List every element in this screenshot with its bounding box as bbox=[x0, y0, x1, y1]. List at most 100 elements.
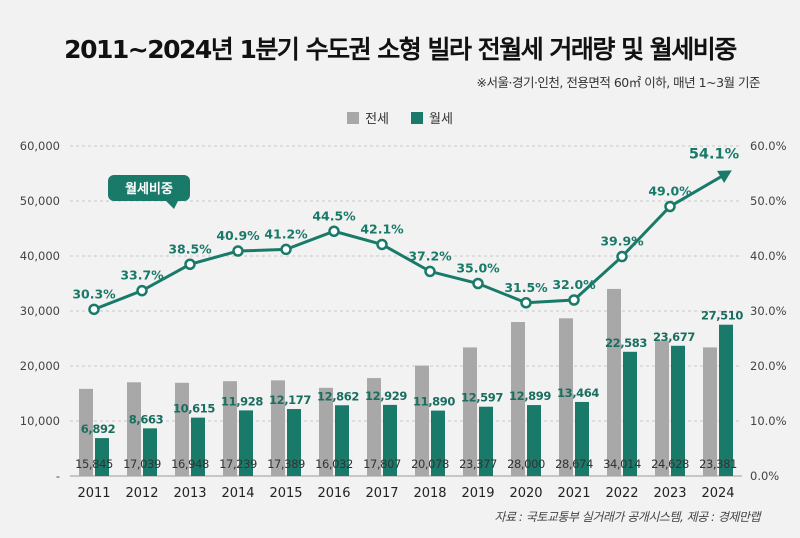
ratio-label: 38.5% bbox=[168, 241, 212, 256]
bar-jeonse bbox=[511, 322, 525, 476]
bar-jeonse bbox=[607, 288, 621, 476]
y-left-tick: 30,000 bbox=[20, 304, 60, 318]
legend-swatch-jeonse bbox=[347, 111, 360, 124]
axes: - 0.0% 10,000 10.0% 20,000 20.0% 30,000 30.0% 40… bbox=[20, 139, 787, 501]
label-jeonse: 17,807 bbox=[363, 457, 401, 471]
y-right-tick: 10.0% bbox=[750, 414, 787, 428]
ratio-label: 33.7% bbox=[120, 268, 164, 283]
bar-wolse bbox=[623, 351, 637, 476]
x-tick: 2013 bbox=[173, 486, 206, 501]
x-tick: 2015 bbox=[269, 486, 302, 501]
ratio-label: 37.2% bbox=[408, 248, 452, 263]
y-right-tick: 30.0% bbox=[750, 304, 787, 318]
x-tick: 2016 bbox=[317, 486, 350, 501]
label-jeonse: 16,948 bbox=[171, 457, 209, 471]
bar-jeonse bbox=[463, 347, 477, 476]
ratio-label: 30.3% bbox=[72, 286, 116, 301]
label-wolse: 8,663 bbox=[129, 412, 164, 426]
ratio-point bbox=[376, 238, 388, 251]
ratio-point bbox=[88, 303, 100, 316]
source-note: 자료 : 국토교통부 실거래가 공개시스템, 제공 : 경제만랩 bbox=[494, 510, 761, 524]
label-jeonse: 16,032 bbox=[315, 457, 353, 471]
legend-swatch-wolse bbox=[411, 111, 423, 124]
legend-item-wolse: 월세 bbox=[411, 108, 453, 127]
y-left-tick: 20,000 bbox=[20, 359, 60, 373]
bar-jeonse bbox=[703, 347, 717, 476]
legend: 전세 월세 bbox=[0, 108, 800, 127]
ratio-point bbox=[424, 265, 436, 278]
ratio-line-path bbox=[93, 172, 728, 311]
chart-subtitle: ※서울·경기·인천, 전용면적 60㎡ 이하, 매년 1~3월 기준 bbox=[476, 75, 761, 90]
bar-wolse bbox=[671, 345, 685, 476]
bar-wolse bbox=[239, 410, 253, 476]
label-jeonse: 17,039 bbox=[123, 457, 161, 471]
ratio-label: 42.1% bbox=[360, 221, 404, 236]
ratio-label: 32.0% bbox=[552, 277, 596, 292]
bar-wolse bbox=[191, 417, 205, 476]
ratio-label: 39.9% bbox=[600, 234, 644, 249]
label-wolse: 11,928 bbox=[221, 394, 263, 408]
bar-wolse bbox=[287, 409, 301, 476]
bar-jeonse bbox=[559, 318, 573, 476]
ratio-point bbox=[280, 243, 292, 256]
ratio-point bbox=[616, 250, 628, 263]
x-tick: 2018 bbox=[413, 486, 446, 501]
data-labels: 15,845 6,892 17,039 8,663 16,948 10,615 17,239… bbox=[72, 146, 743, 471]
label-wolse: 12,929 bbox=[365, 389, 407, 403]
label-jeonse: 15,845 bbox=[75, 457, 113, 471]
label-jeonse: 28,674 bbox=[555, 457, 593, 471]
bar-jeonse bbox=[127, 382, 141, 476]
ratio-point bbox=[664, 200, 676, 213]
label-wolse: 23,677 bbox=[653, 330, 695, 344]
bar-wolse bbox=[527, 405, 541, 476]
x-tick: 2022 bbox=[605, 486, 638, 501]
x-tick: 2014 bbox=[221, 486, 254, 501]
legend-label-jeonse: 전세 bbox=[365, 112, 389, 127]
ratio-label: 41.2% bbox=[264, 226, 308, 241]
y-left-tick: 10,000 bbox=[20, 414, 60, 428]
bar-jeonse bbox=[319, 387, 333, 476]
label-wolse: 12,862 bbox=[317, 389, 359, 403]
x-tick: 2011 bbox=[77, 486, 110, 501]
ratio-line-arrow bbox=[717, 170, 732, 183]
label-jeonse: 28,000 bbox=[507, 457, 545, 471]
ratio-line bbox=[88, 170, 732, 316]
bar-wolse bbox=[95, 438, 109, 476]
ratio-label: 31.5% bbox=[504, 280, 548, 295]
bar-jeonse bbox=[415, 365, 429, 476]
label-jeonse: 34,014 bbox=[603, 457, 641, 471]
label-jeonse: 23,381 bbox=[699, 457, 737, 471]
label-wolse: 27,510 bbox=[701, 309, 743, 323]
ratio-label: 49.0% bbox=[648, 184, 692, 199]
bar-jeonse bbox=[367, 378, 381, 476]
y-right-tick: 40.0% bbox=[750, 249, 787, 263]
label-wolse: 12,899 bbox=[509, 389, 551, 403]
label-jeonse: 17,389 bbox=[267, 457, 305, 471]
ratio-point bbox=[328, 225, 340, 237]
label-jeonse: 24,628 bbox=[651, 457, 689, 471]
ratio-point bbox=[520, 297, 532, 309]
y-right-tick: 0.0% bbox=[750, 469, 779, 483]
line-callout-box bbox=[108, 175, 190, 201]
label-wolse: 12,177 bbox=[269, 393, 311, 407]
ratio-point bbox=[136, 284, 148, 297]
ratio-point bbox=[472, 277, 484, 290]
x-tick: 2019 bbox=[461, 486, 494, 501]
bars bbox=[79, 288, 733, 476]
label-wolse: 12,597 bbox=[461, 391, 503, 405]
bar-wolse bbox=[143, 428, 157, 476]
x-tick: 2020 bbox=[509, 486, 542, 501]
bar-jeonse bbox=[271, 380, 285, 476]
label-jeonse: 17,239 bbox=[219, 457, 257, 471]
label-jeonse: 23,377 bbox=[459, 457, 497, 471]
y-left-tick: 50,000 bbox=[20, 194, 60, 208]
label-wolse: 13,464 bbox=[557, 386, 599, 400]
y-left-tick: 40,000 bbox=[20, 249, 60, 263]
label-wolse: 10,615 bbox=[173, 402, 215, 416]
ratio-label: 40.9% bbox=[216, 228, 260, 243]
bar-wolse bbox=[719, 324, 733, 476]
bar-wolse bbox=[383, 404, 397, 476]
ratio-point bbox=[232, 245, 244, 257]
x-tick: 2012 bbox=[125, 486, 158, 501]
chart-title: 2011~2024년 1분기 수도권 소형 빌라 전월세 거래량 및 월세비중 bbox=[64, 35, 737, 64]
